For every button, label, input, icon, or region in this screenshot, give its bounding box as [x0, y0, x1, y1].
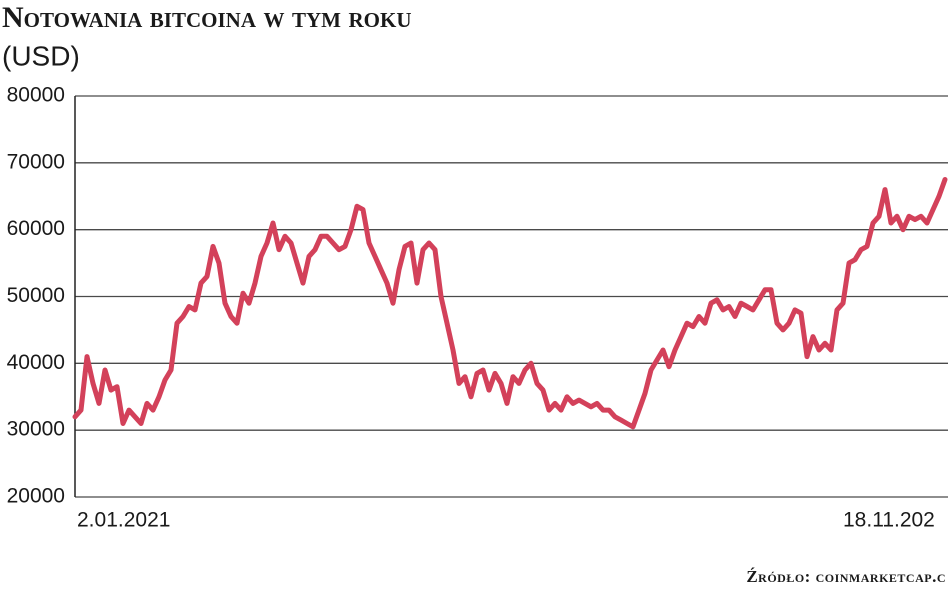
x-tick-label: 18.11.202	[843, 509, 935, 532]
y-tick-label: 80000	[7, 84, 65, 107]
y-tick-label: 40000	[7, 351, 65, 374]
y-tick-label: 60000	[7, 217, 65, 240]
y-tick-label: 20000	[7, 485, 65, 508]
price-line	[72, 177, 948, 430]
source: Źródło: coinmarketcap.c	[746, 567, 946, 586]
y-tick-label: 30000	[7, 418, 65, 441]
y-tick-label: 70000	[7, 150, 65, 173]
chart-title: Notowania bitcoina w tym roku	[2, 1, 412, 34]
y-tick-label: 50000	[7, 284, 65, 307]
x-tick-label: 2.01.2021	[77, 509, 170, 532]
chart-subtitle: (USD)	[2, 40, 80, 71]
